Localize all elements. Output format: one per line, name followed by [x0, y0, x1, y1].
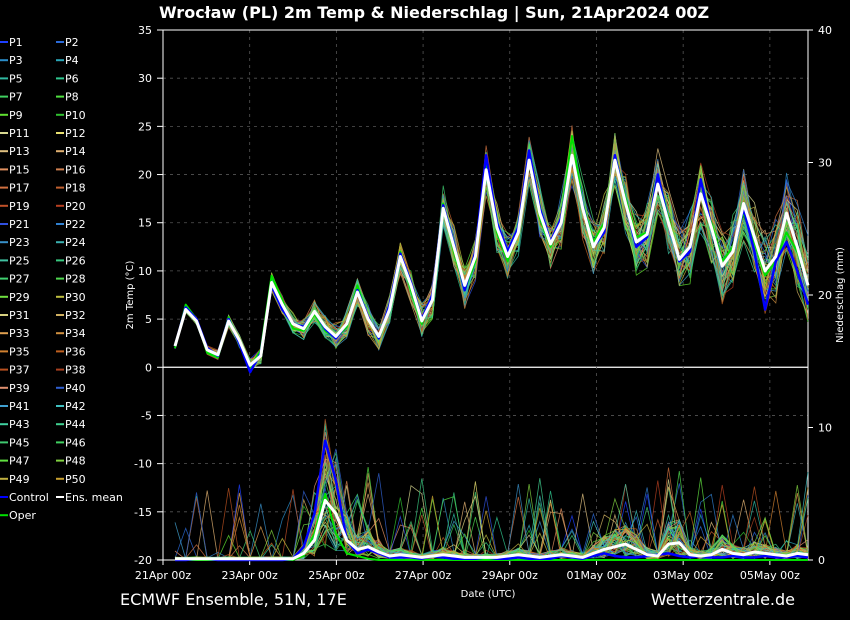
- footer-site: Wetterzentrale.de: [651, 590, 795, 609]
- chart-title: Wrocław (PL) 2m Temp & Niederschlag | Su…: [159, 3, 709, 23]
- plot-area: 35 30 25 20 15 10 5 0 -5 -10 -15 -20 40 30 20 10 0 21Apr …: [134, 24, 832, 582]
- legend-label: P2: [65, 36, 79, 49]
- legend-label: P8: [65, 91, 79, 104]
- plot-frame: [162, 29, 809, 561]
- y2-tick-label: 30: [818, 157, 832, 170]
- x-tick-label: 21Apr 00z: [135, 569, 192, 582]
- legend-label: P26: [65, 254, 86, 267]
- legend-label: P12: [65, 127, 86, 140]
- y-tick-label: 15: [138, 217, 152, 230]
- legend-label: P22: [65, 218, 86, 231]
- member-temp-line: [174, 144, 809, 366]
- legend-label: P44: [65, 418, 86, 431]
- legend-label: P14: [65, 145, 86, 158]
- x-tick-label: 03May 00z: [653, 569, 713, 582]
- legend-label: Oper: [9, 509, 36, 522]
- y-tick-label: 10: [138, 265, 152, 278]
- legend-label: P6: [65, 72, 79, 85]
- legend-label: P17: [9, 182, 30, 195]
- footer-source: ECMWF Ensemble, 51N, 17E: [120, 590, 347, 609]
- legend-label: P40: [65, 382, 86, 395]
- y-tick-label: 5: [145, 313, 152, 326]
- y-tick-label: 25: [138, 120, 152, 133]
- legend-label: P24: [65, 236, 86, 249]
- x-tick-label: 05May 00z: [740, 569, 800, 582]
- legend-label: P4: [65, 54, 79, 67]
- y-tick-label: -20: [134, 554, 152, 567]
- legend-label: P43: [9, 418, 30, 431]
- legend-label: P29: [9, 291, 30, 304]
- legend-label: P18: [65, 182, 86, 195]
- control-temp-line: [173, 149, 810, 374]
- y2-tick-label: 20: [818, 289, 832, 302]
- legend-label: P13: [9, 145, 30, 158]
- y2-tick-label: 10: [818, 422, 832, 435]
- member-temp-line: [174, 125, 809, 360]
- legend-label: P16: [65, 163, 86, 176]
- legend-label: P38: [65, 364, 86, 377]
- legend-label: P15: [9, 163, 30, 176]
- legend-label: Control: [9, 491, 49, 504]
- legend-label: P19: [9, 200, 30, 213]
- legend-label: P39: [9, 382, 30, 395]
- y-tick-label: 0: [145, 361, 152, 374]
- legend-label: P3: [9, 54, 23, 67]
- y-tick-label: -15: [134, 506, 152, 519]
- legend-label: P42: [65, 400, 86, 413]
- legend-label: P31: [9, 309, 30, 322]
- legend-label: P30: [65, 291, 86, 304]
- y-tick-label: -5: [141, 409, 152, 422]
- y-tick-label: 20: [138, 169, 152, 182]
- y-tick-label: 30: [138, 72, 152, 85]
- legend-label: P11: [9, 127, 30, 140]
- legend-label: P46: [65, 436, 86, 449]
- legend-label: P23: [9, 236, 30, 249]
- legend-label: P37: [9, 364, 30, 377]
- ens-mean-precip-line: [175, 498, 809, 561]
- legend-label: P35: [9, 345, 30, 358]
- x-axis-label: Date (UTC): [461, 589, 516, 600]
- y2-tick-label: 40: [818, 24, 832, 37]
- legend-label: Ens. mean: [65, 491, 123, 504]
- legend-label: P9: [9, 109, 23, 122]
- legend-label: P36: [65, 345, 86, 358]
- legend-label: P10: [65, 109, 86, 122]
- legend-label: P48: [65, 455, 86, 468]
- y2-tick-label: 0: [818, 554, 825, 567]
- y-tick-label: 35: [138, 24, 152, 37]
- legend-label: P1: [9, 36, 23, 49]
- legend-label: P45: [9, 436, 30, 449]
- legend-label: P28: [65, 273, 86, 286]
- legend-label: P27: [9, 273, 30, 286]
- legend-label: P33: [9, 327, 30, 340]
- x-tick-label: 01May 00z: [566, 569, 626, 582]
- x-tick-label: 23Apr 00z: [222, 569, 279, 582]
- legend-label: P7: [9, 91, 23, 104]
- y-axis-label: 2m Temp (°C): [125, 260, 136, 329]
- y2-axis-label: Niederschlag (mm): [835, 247, 846, 343]
- legend-label: P32: [65, 309, 86, 322]
- legend-label: P49: [9, 473, 30, 486]
- x-tick-label: 27Apr 00z: [395, 569, 452, 582]
- x-tick-label: 29Apr 00z: [482, 569, 539, 582]
- member-precip-line: [174, 420, 809, 560]
- legend-label: P21: [9, 218, 30, 231]
- y-tick-label: -10: [134, 458, 152, 471]
- legend-label: P34: [65, 327, 86, 340]
- legend: P1 P2 P3 P4 P5 P6 P7 P8 P9 P10 P11 P12 P13 P14 P15 P16 P…: [0, 36, 123, 522]
- legend-label: P41: [9, 400, 30, 413]
- legend-label: P5: [9, 72, 23, 85]
- legend-label: P50: [65, 473, 86, 486]
- x-tick-label: 25Apr 00z: [308, 569, 365, 582]
- legend-label: P25: [9, 254, 30, 267]
- ens-mean-temp-line: [173, 153, 810, 367]
- legend-label: P20: [65, 200, 86, 213]
- legend-label: P47: [9, 455, 30, 468]
